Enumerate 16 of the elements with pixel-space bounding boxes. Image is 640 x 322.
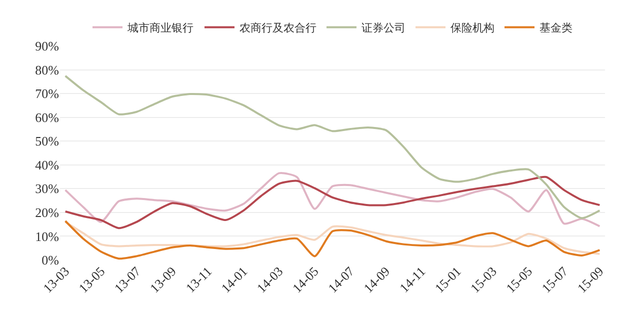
y-tick-label: 30% — [35, 181, 60, 196]
y-tick-label: 50% — [35, 134, 60, 149]
y-tick-label: 20% — [35, 204, 60, 220]
legend-label: 农商行及农合行 — [240, 22, 316, 35]
y-tick-label: 60% — [35, 110, 60, 125]
legend-label: 城市商业银行 — [126, 22, 194, 35]
y-tick-label: 10% — [35, 228, 60, 244]
y-tick-label: 80% — [35, 62, 60, 78]
y-tick-label: 0% — [42, 252, 60, 268]
legend-label: 保险机构 — [450, 22, 494, 35]
line-series — [64, 74, 601, 220]
legend-label: 基金类 — [540, 22, 572, 35]
y-tick-label: 40% — [35, 157, 60, 172]
y-tick-label: 70% — [35, 86, 60, 102]
y-tick-label: 90% — [35, 38, 60, 54]
legend-label: 证券公司 — [362, 22, 406, 35]
